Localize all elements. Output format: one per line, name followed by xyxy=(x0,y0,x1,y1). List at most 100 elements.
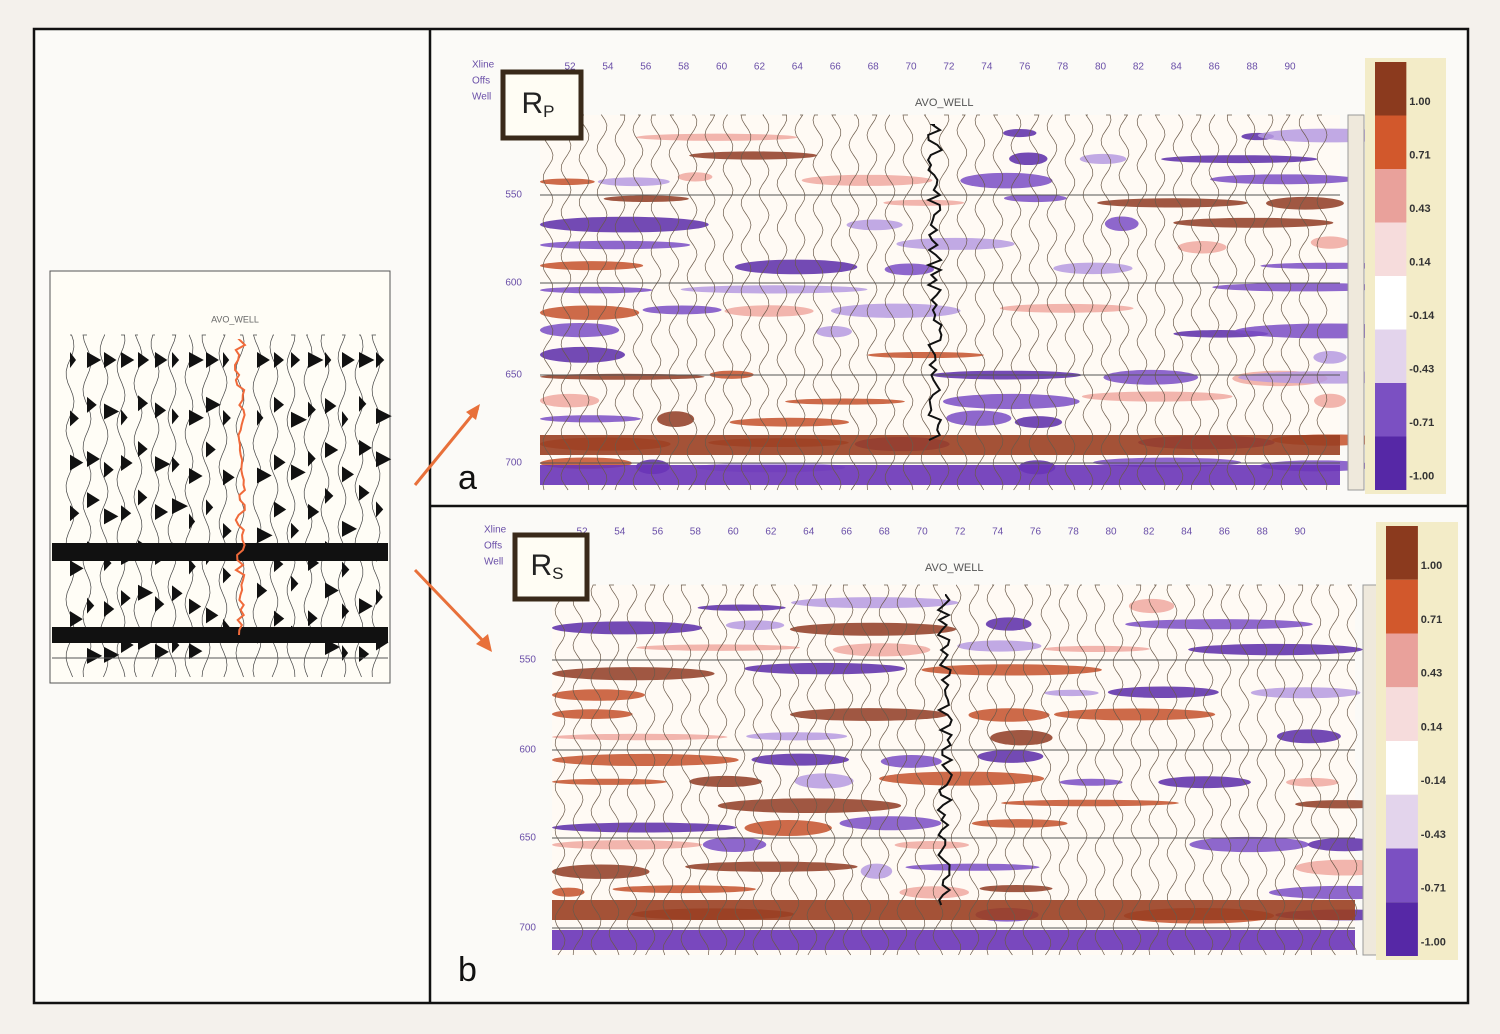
wiggle-fill xyxy=(325,352,332,368)
trace xyxy=(201,334,211,678)
trace xyxy=(354,334,364,678)
trace xyxy=(578,114,590,491)
wiggle-fill xyxy=(308,450,316,467)
reflector xyxy=(1009,152,1048,166)
wiggle-fill xyxy=(155,643,169,660)
x-tick-label: 58 xyxy=(678,62,690,73)
wiggle-fill xyxy=(104,508,119,525)
trace xyxy=(150,334,160,678)
wiggle-fill xyxy=(359,439,372,456)
x-tick-label: 64 xyxy=(803,527,815,538)
reflector xyxy=(1053,262,1133,275)
wiggle-fill xyxy=(121,590,131,607)
trace xyxy=(704,114,716,491)
colorbar-label: -1.00 xyxy=(1421,936,1446,948)
trace xyxy=(1184,584,1196,956)
reflector xyxy=(552,840,703,850)
x-tick-label: 52 xyxy=(576,527,588,538)
reflector xyxy=(751,753,849,766)
reflector xyxy=(1093,457,1242,468)
wiggle-fill xyxy=(189,513,196,530)
reflector xyxy=(724,305,814,317)
trace xyxy=(1004,584,1016,956)
reflector xyxy=(1003,194,1067,203)
trace xyxy=(542,114,554,491)
trace xyxy=(848,114,860,491)
x-tick-label: 86 xyxy=(1219,527,1231,538)
trace xyxy=(269,334,279,678)
x-tick-label: 78 xyxy=(1057,62,1069,73)
trace xyxy=(337,334,347,678)
wiggle-fill xyxy=(155,456,171,473)
wiggle-fill xyxy=(308,401,316,418)
colorbar-segment xyxy=(1375,115,1407,169)
well-log xyxy=(925,124,944,441)
reflector xyxy=(1053,708,1216,721)
reflector xyxy=(1107,686,1219,698)
reflector xyxy=(540,415,641,423)
trace xyxy=(1064,114,1076,491)
reflector xyxy=(540,240,691,250)
reflector xyxy=(1188,643,1363,656)
reflector xyxy=(540,216,709,233)
reflector xyxy=(677,172,713,182)
reflector xyxy=(1250,687,1361,699)
wiggle-fill xyxy=(121,505,132,522)
title-main: R xyxy=(530,549,552,582)
reflector xyxy=(1125,619,1313,630)
reflector xyxy=(552,689,645,701)
trace xyxy=(1100,114,1112,491)
reflector xyxy=(746,732,848,741)
reflector xyxy=(884,263,934,276)
colorbar-segment xyxy=(1386,902,1418,956)
reflector xyxy=(1104,216,1139,232)
trace xyxy=(560,114,572,491)
colorbar-label: 1.00 xyxy=(1421,560,1442,572)
trace xyxy=(572,584,584,956)
reflector xyxy=(1043,645,1150,653)
trace xyxy=(806,584,818,956)
well-log xyxy=(233,339,247,636)
wiggle-fill xyxy=(104,403,120,420)
wiggle-fill xyxy=(342,466,355,483)
reflector xyxy=(552,822,737,833)
wiggle-fill xyxy=(359,352,375,368)
trace xyxy=(686,114,698,491)
trace xyxy=(1040,584,1052,956)
colorbar-segment xyxy=(1386,579,1418,634)
wiggle-fill xyxy=(189,558,196,575)
reflector xyxy=(552,778,667,785)
colorbar-segment xyxy=(1386,741,1418,795)
trace xyxy=(992,114,1004,491)
reflector xyxy=(540,393,600,408)
wiggle-fill xyxy=(121,455,133,472)
reflector xyxy=(689,775,762,788)
wiggle-fill xyxy=(70,454,84,471)
trace xyxy=(252,334,262,678)
trace xyxy=(938,114,950,491)
reflector xyxy=(603,195,689,203)
reflector xyxy=(1103,369,1199,385)
trace xyxy=(758,114,770,491)
reflector xyxy=(957,640,1042,652)
wiggle-fill xyxy=(257,527,273,544)
colorbar-label: -0.71 xyxy=(1421,883,1446,895)
x-tick-label: 52 xyxy=(564,62,576,73)
trace xyxy=(1028,114,1040,491)
trace xyxy=(644,584,656,956)
time-tick-label: 550 xyxy=(519,655,536,666)
trace xyxy=(1118,114,1130,491)
reflector xyxy=(979,884,1053,893)
wiggle-fill xyxy=(376,451,392,468)
wiggle-fill xyxy=(325,639,341,656)
colorbar-segment xyxy=(1386,526,1418,580)
reflector xyxy=(642,305,722,315)
wiggle-fill xyxy=(342,352,355,368)
time-tick-label: 550 xyxy=(505,190,522,201)
x-tick-label: 80 xyxy=(1095,62,1107,73)
trace xyxy=(371,334,381,678)
trace xyxy=(914,584,926,956)
colorbar-segment xyxy=(1375,62,1407,116)
reflector xyxy=(702,837,767,853)
colorbar-label: -0.71 xyxy=(1409,417,1434,429)
